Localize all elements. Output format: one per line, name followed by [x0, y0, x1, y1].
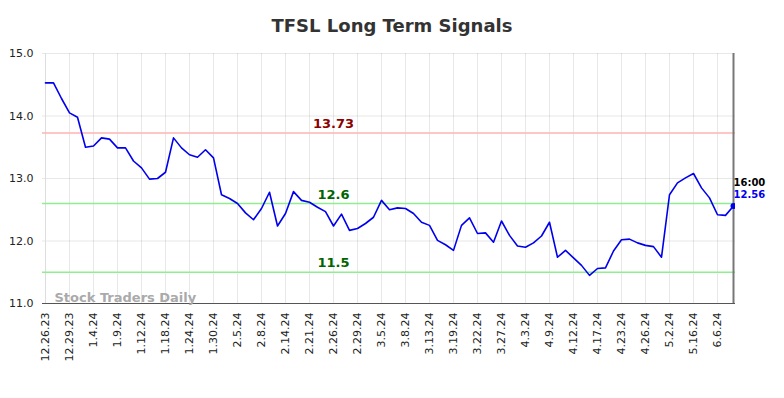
- svg-text:1.12.24: 1.12.24: [135, 313, 148, 355]
- svg-text:4.17.24: 4.17.24: [591, 313, 604, 355]
- svg-text:4.3.24: 4.3.24: [519, 313, 532, 348]
- svg-text:13.73: 13.73: [313, 116, 354, 131]
- svg-text:12.0: 12.0: [9, 235, 34, 248]
- html-text:TFSL Long Term Signals: TFSL Long Term Signals: [271, 15, 513, 36]
- svg-text:3.13.24: 3.13.24: [423, 313, 436, 355]
- svg-text:1.24.24: 1.24.24: [183, 313, 196, 355]
- svg-text:1.9.24: 1.9.24: [111, 313, 124, 348]
- svg-text:16:00: 16:00: [734, 177, 766, 188]
- svg-text:1.18.24: 1.18.24: [159, 313, 172, 355]
- svg-text:14.0: 14.0: [9, 110, 34, 123]
- svg-text:2.8.24: 2.8.24: [255, 313, 268, 348]
- svg-text:2.14.24: 2.14.24: [279, 313, 292, 355]
- svg-text:12.56: 12.56: [734, 189, 766, 200]
- svg-text:4.9.24: 4.9.24: [543, 313, 556, 348]
- svg-text:15.0: 15.0: [9, 47, 34, 60]
- svg-text:2.26.24: 2.26.24: [327, 313, 340, 355]
- svg-text:2.29.24: 2.29.24: [351, 313, 364, 355]
- svg-text:Stock Traders Daily: Stock Traders Daily: [55, 290, 197, 305]
- svg-text:1.30.24: 1.30.24: [207, 313, 220, 355]
- svg-text:12.6: 12.6: [317, 187, 349, 202]
- svg-text:4.23.24: 4.23.24: [615, 313, 628, 355]
- svg-text:3.22.24: 3.22.24: [471, 313, 484, 355]
- svg-text:12.26.23: 12.26.23: [39, 312, 52, 361]
- svg-text:4.26.24: 4.26.24: [639, 313, 652, 355]
- svg-text:11.0: 11.0: [9, 297, 34, 310]
- svg-text:3.5.24: 3.5.24: [375, 313, 388, 348]
- svg-text:13.0: 13.0: [9, 172, 34, 185]
- svg-text:4.12.24: 4.12.24: [567, 313, 580, 355]
- svg-text:5.2.24: 5.2.24: [663, 313, 676, 348]
- svg-text:3.8.24: 3.8.24: [399, 313, 412, 348]
- svg-text:2.5.24: 2.5.24: [231, 313, 244, 348]
- svg-text:12.29.23: 12.29.23: [63, 312, 76, 361]
- svg-text:1.4.24: 1.4.24: [87, 313, 100, 348]
- svg-text:6.6.24: 6.6.24: [711, 313, 724, 348]
- svg-text:5.16.24: 5.16.24: [687, 313, 700, 355]
- svg-text:3.19.24: 3.19.24: [447, 313, 460, 355]
- svg-text:11.5: 11.5: [317, 255, 349, 270]
- svg-text:3.27.24: 3.27.24: [495, 313, 508, 355]
- svg-text:2.21.24: 2.21.24: [303, 313, 316, 355]
